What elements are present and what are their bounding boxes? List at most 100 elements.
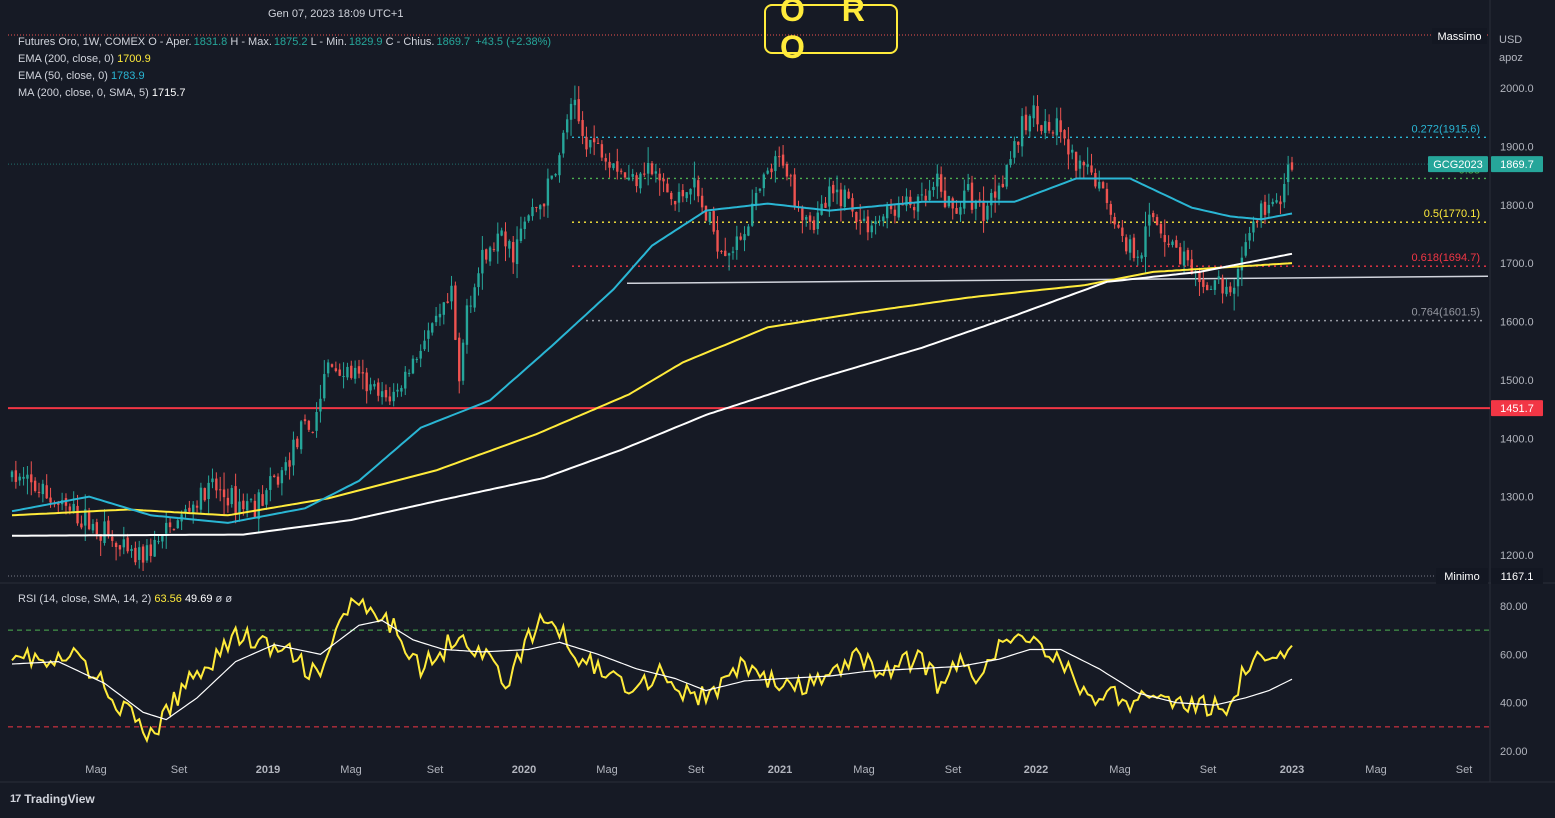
candle [885,201,889,229]
candle [226,488,230,513]
time-tick-label: Set [1200,764,1217,776]
time-tick-label: 2020 [512,764,536,776]
candle-body [1209,288,1213,290]
close-label: C - Chius. [385,36,435,48]
candle [531,198,534,221]
candle [1148,202,1151,237]
candle-body [643,173,646,175]
ema50-legend[interactable]: EMA (50, close, 0) 1783.9 [18,70,145,83]
candle [643,162,646,177]
candle-body [585,136,588,150]
candle-body [789,175,792,177]
ma200-label: MA (200, close, 0, SMA, 5) [18,87,149,99]
time-tick-label: 2022 [1024,764,1048,776]
candle [1283,173,1286,209]
candle [99,534,102,556]
candle [84,494,87,541]
time-tick-label: Set [1456,764,1473,776]
candle-body [955,208,958,214]
candle-body [103,521,106,544]
candle [859,204,862,235]
candle-body [1117,224,1120,228]
candle-body [157,541,160,543]
candle [114,541,118,561]
tradingview-brand[interactable]: 17 TradingView [10,792,95,806]
candle-body [700,195,704,208]
candle-body [1020,116,1024,147]
candle-body [369,384,372,391]
candle-body [95,522,99,535]
candle-body [754,192,758,206]
ma200-legend[interactable]: MA (200, close, 0, SMA, 5) 1715.7 [18,87,186,100]
candle [1071,144,1074,160]
candle [743,226,746,252]
candle-body [334,368,338,372]
candle [1225,278,1228,297]
candle [1286,155,1290,196]
candle [188,500,191,513]
time-tick-label: Mag [340,764,361,776]
candle-body [30,474,33,483]
candle-body [808,215,812,222]
candle-body [392,391,395,402]
candle [1252,216,1255,242]
candle-body [434,315,438,323]
candle [724,237,727,257]
rsi-legend[interactable]: RSI (14, close, SMA, 14, 2) 63.56 49.69 … [18,593,232,606]
candle-body [469,305,472,307]
candle [207,475,210,514]
candle [1244,233,1247,258]
candle-body [296,438,299,448]
candle [1059,107,1062,143]
candle [1229,282,1232,297]
candle-body [1113,216,1116,225]
candle-body [361,372,365,374]
candle-body [751,203,754,226]
fib-05-label: 0.5(1770.1) [1424,208,1480,220]
candle-body [616,161,619,172]
candle-body [1040,125,1043,132]
symbol-label: Futures Oro, 1W, COMEX O - Aper. [18,36,192,48]
candle [1271,198,1274,207]
candle-body [951,198,954,209]
candle [512,235,515,274]
candle [37,482,41,498]
candle-body [477,273,480,288]
time-tick-label: Set [945,764,962,776]
minimo-price-tag-text: 1167.1 [1501,571,1534,583]
massimo-tag: Massimo [1432,28,1487,44]
candle [1140,252,1143,263]
candle [1113,212,1116,229]
candle-body [608,161,611,168]
candle [1202,271,1205,294]
candle-body [1175,240,1178,248]
candle-body [211,478,214,483]
candle-body [461,342,465,381]
candle [292,431,295,476]
candle [770,163,773,179]
candle [265,488,268,510]
candle [936,164,939,199]
candle [1267,193,1271,219]
ema200-legend[interactable]: EMA (200, close, 0) 1700.9 [18,53,151,66]
candle [515,226,519,279]
candle [1236,265,1240,297]
candle [118,544,122,557]
candle [458,332,461,394]
candle-body [288,460,291,467]
rsi-tick-label: 20.00 [1500,746,1528,758]
candle-body [161,535,164,542]
candle-body [920,194,924,196]
candle-body [523,221,526,230]
ohlc-legend[interactable]: Futures Oro, 1W, COMEX O - Aper. 1831.8 H… [18,36,551,49]
candle-body [812,220,816,230]
candle [805,214,808,227]
candle [1082,160,1085,179]
candle-body [41,483,45,495]
ema200-value: 1700.9 [117,53,151,65]
candle-body [785,163,789,177]
candle-body [222,489,226,498]
candle-body [330,364,334,367]
candle [126,533,129,554]
